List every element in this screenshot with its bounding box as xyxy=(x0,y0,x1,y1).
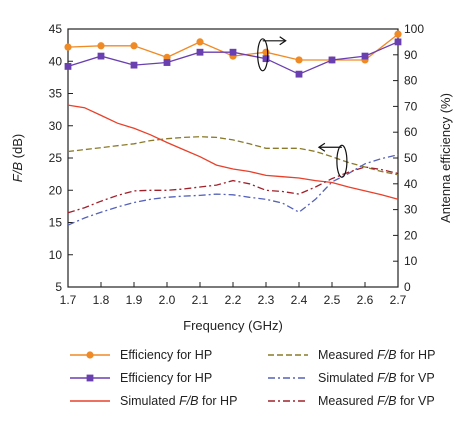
annotation-arrow-head xyxy=(317,142,326,152)
y-left-tick-label: 10 xyxy=(49,248,63,262)
legend-item: Efficiency for HP xyxy=(70,348,212,362)
legend-item: Simulated F/B for VP xyxy=(268,371,435,385)
series-0-point xyxy=(64,43,72,51)
y-left-tick-label: 45 xyxy=(49,22,63,36)
legend-label: Measured F/B for HP xyxy=(318,348,435,362)
annotation-right-arrow xyxy=(257,36,287,72)
series-line-2 xyxy=(67,104,399,200)
x-tick-label: 1.9 xyxy=(126,293,143,307)
series-0-point xyxy=(130,42,138,50)
series-1-point xyxy=(130,61,138,69)
series-0-point xyxy=(196,38,204,46)
legend-item: Simulated F/B for HP xyxy=(70,394,237,408)
series-1-point xyxy=(163,59,171,66)
series-0-point xyxy=(97,42,105,50)
y-right-tick-label: 90 xyxy=(404,48,418,62)
series-0-point xyxy=(262,48,270,56)
y-right-tick-label: 50 xyxy=(404,151,418,165)
y-left-tick-label: 15 xyxy=(49,216,63,230)
y-right-tick-label: 100 xyxy=(404,22,424,36)
y-right-tick-label: 30 xyxy=(404,203,418,217)
y-right-tick-label: 40 xyxy=(404,177,418,191)
legend-swatch-marker xyxy=(86,374,94,382)
legend-swatch-marker xyxy=(86,351,94,359)
legend-label: Measured F/B for VP xyxy=(318,394,435,408)
y-left-tick-label: 35 xyxy=(49,87,63,101)
annotation-ellipse xyxy=(336,144,348,178)
legend-label: Efficiency for HP xyxy=(120,371,212,385)
legend-label: Simulated F/B for HP xyxy=(120,394,237,408)
series-1-point xyxy=(328,56,336,64)
series-1-point xyxy=(262,55,270,63)
annotation-ellipse xyxy=(257,38,269,72)
x-tick-label: 2.5 xyxy=(324,293,341,307)
y-left-tick-label: 25 xyxy=(49,151,63,165)
series-1-point xyxy=(196,48,204,56)
y-right-tick-label: 70 xyxy=(404,99,418,113)
series-line-5 xyxy=(67,166,399,214)
series-0-point xyxy=(295,56,303,64)
y-left-tick-label: 5 xyxy=(55,280,62,294)
y-right-tick-label: 0 xyxy=(404,280,411,294)
y-left-tick-label: 20 xyxy=(49,183,63,197)
x-tick-label: 2.4 xyxy=(291,293,308,307)
series-1-point xyxy=(97,52,105,60)
x-tick-label: 2.6 xyxy=(357,293,374,307)
series-1-point xyxy=(64,63,72,70)
series-1-point xyxy=(229,48,237,56)
x-tick-label: 1.8 xyxy=(93,293,110,307)
series-line-3 xyxy=(67,136,399,176)
legend-item: Measured F/B for VP xyxy=(268,394,435,408)
y-right-tick-label: 60 xyxy=(404,125,418,139)
series-line-4 xyxy=(67,154,399,226)
series-1-point xyxy=(361,52,369,60)
y-left-axis-title: F/B (dB) xyxy=(10,134,25,182)
series-1-point xyxy=(394,38,402,46)
y-right-tick-label: 20 xyxy=(404,228,418,242)
x-tick-label: 2.2 xyxy=(225,293,242,307)
y-right-axis-title: Antenna efficiency (%) xyxy=(438,93,453,223)
series-0-point xyxy=(394,30,402,38)
x-tick-label: 2.0 xyxy=(159,293,176,307)
y-right-tick-label: 80 xyxy=(404,74,418,88)
annotation-arrow-head xyxy=(279,36,287,46)
y-left-tick-label: 40 xyxy=(49,54,63,68)
x-tick-label: 2.3 xyxy=(258,293,275,307)
y-left-tick-label: 30 xyxy=(49,119,63,133)
x-tick-label: 2.7 xyxy=(390,293,407,307)
legend-label: Simulated F/B for VP xyxy=(318,371,435,385)
plot-frame xyxy=(67,28,399,288)
series-1-point xyxy=(295,70,303,78)
annotation-left-arrow xyxy=(317,142,348,178)
x-tick-label: 2.1 xyxy=(192,293,209,307)
legend-label: Efficiency for HP xyxy=(120,348,212,362)
legend-item: Measured F/B for HP xyxy=(268,348,435,362)
x-tick-label: 1.7 xyxy=(60,293,77,307)
legend-item: Efficiency for HP xyxy=(70,371,212,385)
y-right-tick-label: 10 xyxy=(404,254,418,268)
x-axis-title: Frequency (GHz) xyxy=(183,318,283,333)
